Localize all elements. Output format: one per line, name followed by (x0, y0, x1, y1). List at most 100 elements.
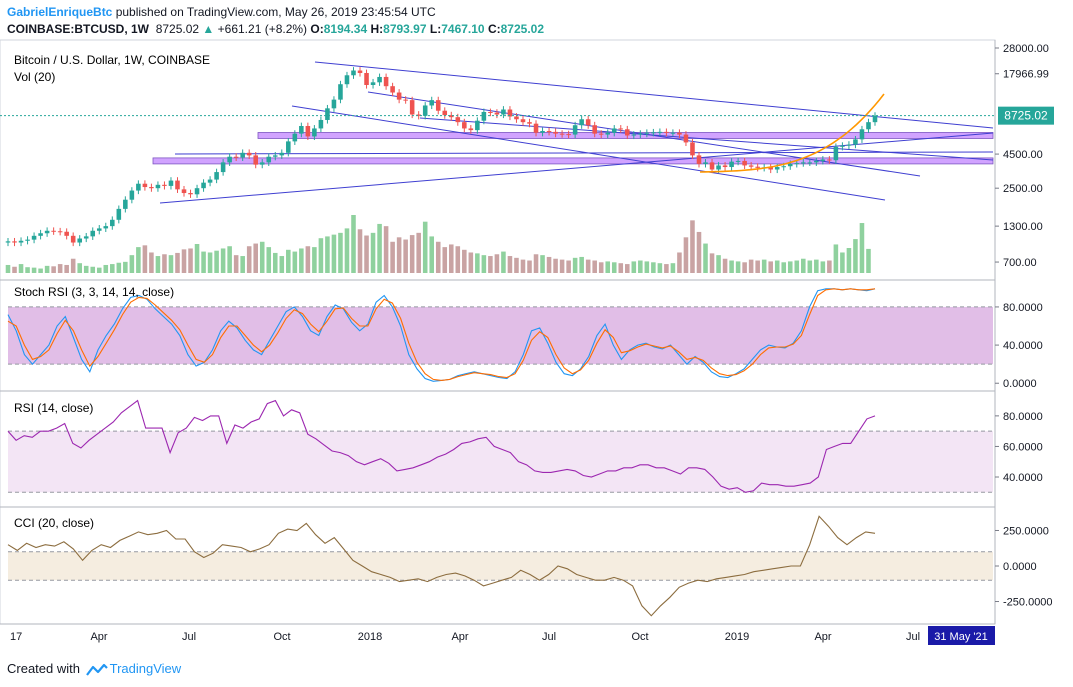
volume-bar (292, 251, 298, 273)
volume-bar (462, 249, 467, 273)
publish-text: published on TradingView.com, May 26, 20… (115, 5, 436, 19)
candle (246, 152, 252, 156)
cci-pane[interactable] (7, 515, 995, 617)
volume-bar (820, 261, 826, 273)
candle (396, 92, 402, 100)
volume-bar (638, 260, 643, 273)
trend-line[interactable] (159, 132, 994, 204)
candle (136, 183, 141, 191)
candle (644, 132, 650, 134)
trend-line[interactable] (419, 117, 994, 161)
rsi-line[interactable] (7, 399, 876, 493)
candle (833, 146, 839, 161)
volume-label: Vol (20) (14, 70, 55, 84)
volume-bar (77, 263, 82, 273)
candle (155, 184, 161, 189)
candle (77, 238, 82, 243)
indicator-band (8, 551, 993, 581)
cci-line[interactable] (7, 515, 876, 617)
candle (240, 152, 245, 158)
volume-bar (312, 247, 317, 273)
candle (598, 133, 604, 135)
candle (840, 145, 845, 147)
axes-layer: 28000.00 17966.99 4500.00 2500.00 1300.00 700… (10, 43, 1053, 645)
support-zone[interactable] (152, 157, 994, 165)
candle (872, 115, 878, 123)
volume-bar (220, 248, 226, 273)
volume-bar (814, 259, 819, 273)
candle (507, 109, 513, 117)
open-label: O: (310, 22, 324, 36)
rsi-pane[interactable] (7, 399, 995, 493)
time-tick-label: 17 (10, 631, 22, 643)
date-marker[interactable] (928, 626, 995, 645)
parabolic-curve[interactable] (699, 93, 885, 173)
candle (416, 114, 421, 116)
stoch-d-line[interactable] (7, 288, 876, 381)
created-with-text: Created with (7, 661, 80, 676)
pane-labels: Bitcoin / U.S. Dollar, 1W, COINBASE Vol … (14, 53, 210, 530)
indicator-tick-label: 250.0000 (1003, 525, 1049, 537)
time-tick-label: Apr (814, 631, 831, 643)
volume-bar (481, 255, 487, 273)
candle (585, 119, 591, 126)
candle (194, 188, 200, 195)
candle (12, 241, 17, 243)
volume-bar (605, 261, 611, 273)
volume-bar (527, 260, 532, 273)
volume-bar (625, 264, 630, 273)
close-label: C: (487, 22, 501, 36)
candle (409, 100, 415, 115)
candle (579, 119, 584, 126)
volume-bar (57, 264, 63, 273)
candle (149, 187, 154, 189)
volume-bar (585, 259, 591, 273)
candle (546, 130, 552, 132)
volume-bar (455, 246, 461, 273)
time-tick-label: Apr (90, 631, 107, 643)
stoch-rsi-pane[interactable] (7, 288, 995, 382)
candle (572, 125, 578, 135)
tradingview-brand[interactable]: TradingView (109, 661, 182, 676)
volume-bar (305, 246, 311, 273)
candle (116, 208, 122, 220)
candle (312, 128, 317, 137)
candle (768, 167, 773, 170)
price-change: +661.21 (+8.2%) (217, 22, 308, 36)
trend-line[interactable] (314, 61, 994, 129)
volume-bar (416, 232, 421, 273)
candle (846, 144, 852, 146)
volume-bar (683, 237, 689, 273)
volume-bar (123, 261, 128, 273)
volume-bar (403, 239, 408, 273)
candle (253, 155, 258, 165)
indicator-band (8, 306, 993, 365)
volume-bar (409, 235, 415, 273)
candle (690, 142, 695, 156)
candle (90, 230, 96, 237)
trend-line[interactable] (174, 151, 994, 155)
author-name[interactable]: GabrielEnriqueBtc (7, 5, 113, 19)
candle (422, 105, 428, 116)
volume-bar (357, 229, 363, 273)
volume-bar (520, 259, 526, 273)
candle (162, 184, 167, 186)
candle (559, 133, 565, 135)
volume-bar (129, 255, 135, 273)
volume-bar (644, 261, 650, 273)
volume-bar (540, 255, 545, 273)
candle (448, 115, 454, 118)
candle (207, 179, 213, 183)
volume-bar (579, 256, 584, 273)
candle (481, 111, 487, 121)
price-pane[interactable]: 8725.02 (0, 61, 1054, 273)
candle (51, 230, 56, 232)
volume-bar (670, 263, 676, 273)
volume-bar (448, 244, 454, 273)
volume-bar (598, 262, 604, 273)
candle (553, 131, 558, 134)
time-tick-label: Apr (451, 631, 468, 643)
last-price-tag (998, 106, 1054, 125)
candle (866, 122, 871, 130)
